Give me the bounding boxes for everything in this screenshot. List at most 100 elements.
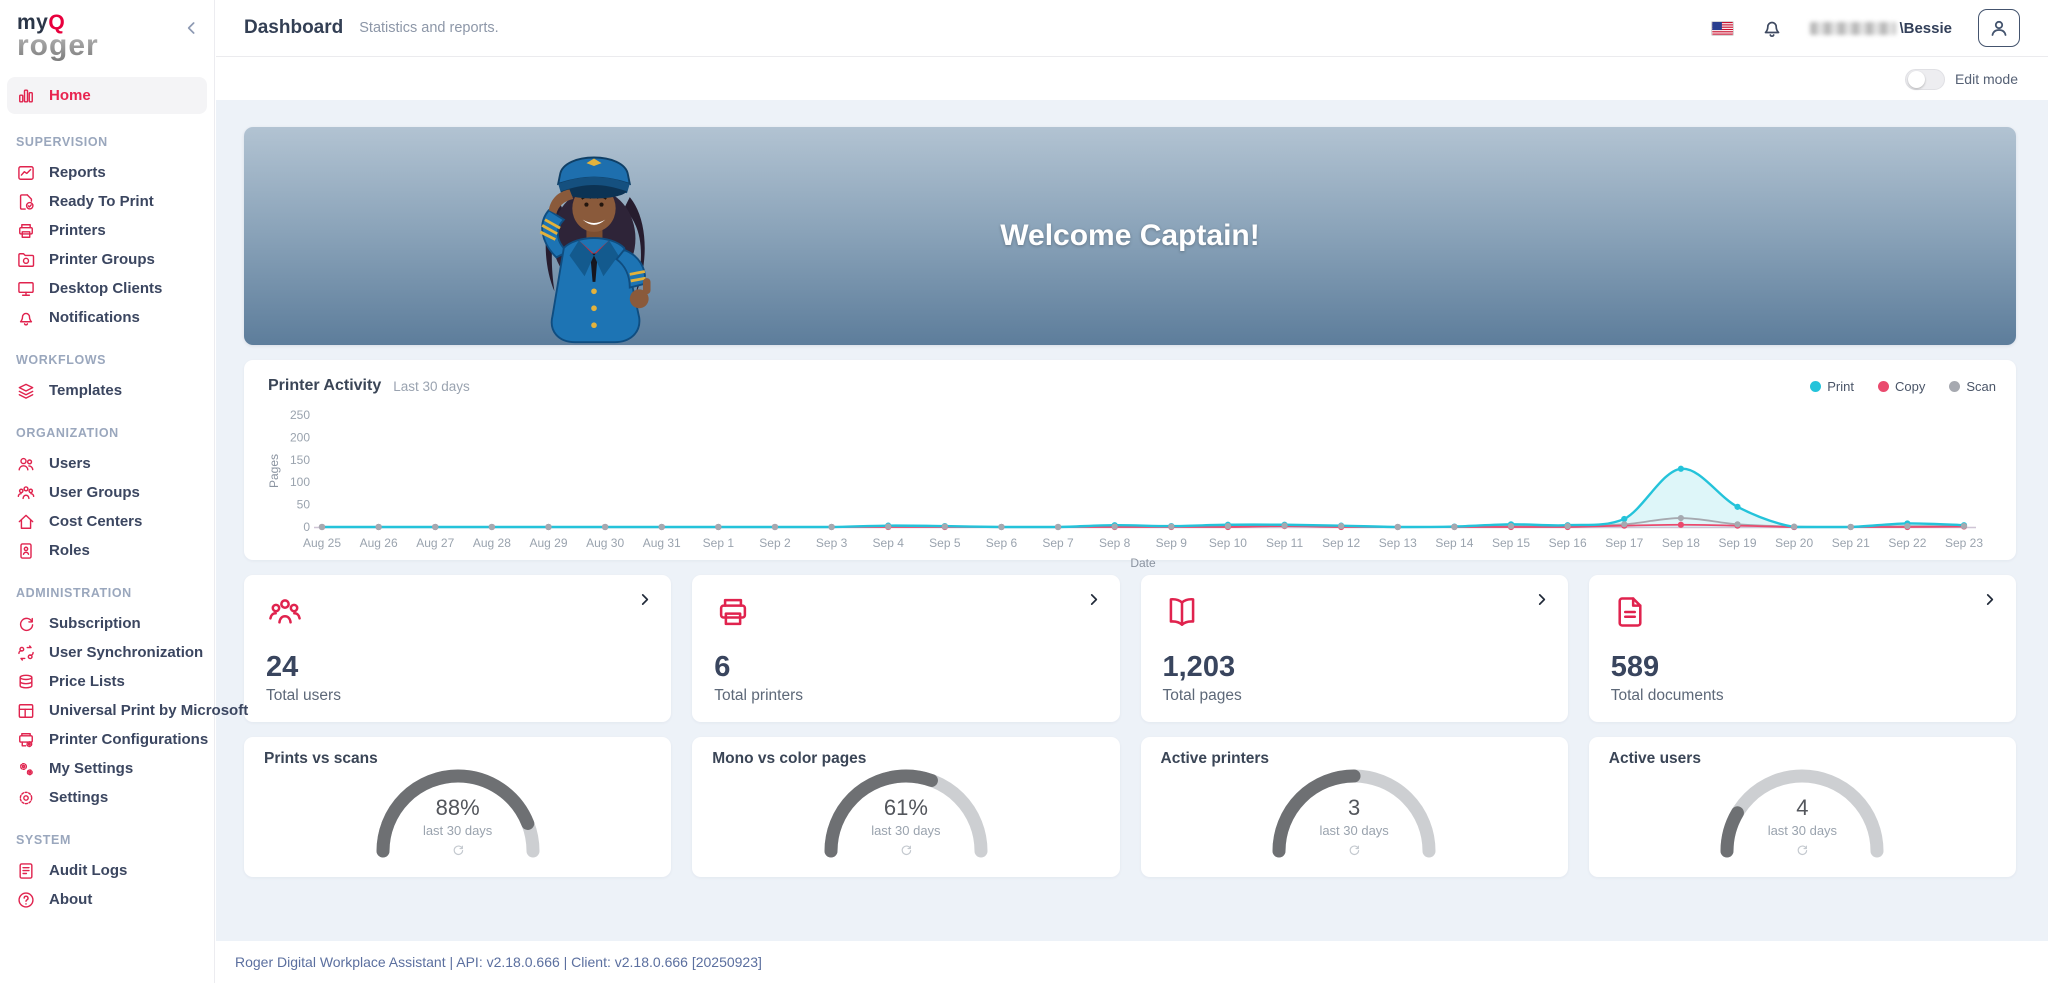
printer-icon	[19, 223, 33, 238]
y-axis-tick: 100	[290, 475, 310, 489]
legend-item-print[interactable]: Print	[1810, 379, 1854, 394]
scan-data-point[interactable]	[545, 523, 552, 531]
sidebar-item-home[interactable]: Home	[7, 77, 207, 114]
sidebar-item-price-lists[interactable]: Price Lists	[0, 667, 214, 696]
scan-data-point[interactable]	[885, 523, 892, 530]
notifications-bell-icon[interactable]	[1760, 16, 1784, 40]
sidebar-item-notifications[interactable]: Notifications	[0, 303, 214, 332]
chevron-right-icon[interactable]	[1533, 591, 1550, 608]
print-data-point[interactable]	[1621, 515, 1628, 523]
scan-data-point[interactable]	[658, 523, 665, 531]
person-icon	[1991, 20, 2007, 36]
scan-data-point[interactable]	[1960, 523, 1968, 530]
scan-data-point[interactable]	[1111, 523, 1118, 530]
total-printers-card[interactable]: 6 Total printers	[692, 575, 1120, 722]
scan-data-point[interactable]	[488, 523, 495, 531]
sidebar-item-settings[interactable]: Settings	[0, 783, 214, 812]
scan-data-point[interactable]	[1507, 523, 1515, 530]
sidebar-item-label: Notifications	[49, 309, 140, 326]
section-header-organization: ORGANIZATION	[16, 426, 119, 440]
sidebar-item-printer-configurations[interactable]: Printer Configurations	[0, 725, 214, 754]
sidebar-item-audit-logs[interactable]: Audit Logs	[0, 856, 214, 885]
scan-data-point[interactable]	[1394, 523, 1401, 531]
scan-data-point[interactable]	[1904, 523, 1911, 530]
scan-data-point[interactable]	[715, 523, 722, 531]
print-data-point[interactable]	[1677, 465, 1684, 472]
sidebar-item-users[interactable]: Users	[0, 449, 214, 478]
language-flag-us[interactable]	[1711, 20, 1735, 36]
chevron-right-icon[interactable]	[1085, 591, 1102, 608]
sidebar-item-printers[interactable]: Printers	[0, 216, 214, 245]
sidebar-item-user-groups[interactable]: User Groups	[0, 478, 214, 507]
refresh-icon[interactable]	[363, 843, 553, 857]
stat-label: Total users	[266, 687, 341, 704]
y-axis-tick: 150	[290, 453, 310, 467]
gauge-arc	[824, 769, 988, 858]
document-lines-icon	[19, 862, 33, 879]
scan-data-point[interactable]	[602, 523, 609, 531]
sidebar-item-universal-print[interactable]: Universal Print by Microsoft	[0, 696, 248, 725]
scan-data-point[interactable]	[1677, 514, 1684, 522]
active-users-card: Active users 4 last 30 days	[1588, 737, 2016, 877]
sidebar-item-desktop-clients[interactable]: Desktop Clients	[0, 274, 214, 303]
print-data-point[interactable]	[1734, 503, 1741, 510]
scan-data-point[interactable]	[1224, 523, 1232, 530]
sidebar-item-reports[interactable]: Reports	[0, 158, 214, 187]
scan-data-point[interactable]	[998, 523, 1005, 531]
sidebar-item-roles[interactable]: Roles	[0, 536, 214, 565]
grid-icon	[18, 703, 34, 718]
scan-data-point[interactable]	[318, 523, 326, 531]
monitor-icon	[18, 281, 34, 296]
edit-mode-toggle[interactable]	[1904, 68, 1945, 90]
gauge-caption: last 30 days	[1319, 823, 1389, 838]
refresh-icon[interactable]	[1259, 843, 1449, 857]
scan-data-point[interactable]	[432, 523, 439, 531]
scan-data-point[interactable]	[1564, 523, 1571, 530]
gauge: 4 last 30 days	[1707, 759, 1897, 871]
scan-data-point[interactable]	[1734, 521, 1741, 528]
sidebar-item-my-settings[interactable]: My Settings	[0, 754, 214, 783]
scan-data-point[interactable]	[1451, 523, 1458, 531]
chevron-right-icon[interactable]	[636, 591, 653, 608]
x-axis-tick: Sep 1	[703, 536, 735, 550]
sidebar-item-printer-groups[interactable]: Printer Groups	[0, 245, 214, 274]
scan-data-point[interactable]	[1338, 523, 1345, 530]
chevron-right-icon[interactable]	[1981, 591, 1998, 608]
sidebar-item-cost-centers[interactable]: Cost Centers	[0, 507, 214, 536]
scan-data-point[interactable]	[1847, 523, 1854, 531]
gauge-value: 88%	[435, 795, 480, 820]
sidebar-collapse-icon[interactable]	[182, 18, 202, 38]
sidebar-item-subscription[interactable]: Subscription	[0, 609, 214, 638]
legend-item-scan[interactable]: Scan	[1949, 379, 1996, 394]
scan-data-point[interactable]	[375, 523, 382, 531]
copy-data-point[interactable]	[1677, 521, 1684, 528]
refresh-icon[interactable]	[811, 843, 1001, 857]
stat-label: Total documents	[1610, 687, 1724, 704]
sidebar-item-templates[interactable]: Templates	[0, 376, 214, 405]
scan-data-point[interactable]	[1281, 522, 1288, 529]
scan-legend-dot	[1949, 380, 1961, 392]
scan-data-point[interactable]	[1054, 523, 1062, 531]
section-header-administration: ADMINISTRATION	[16, 586, 132, 600]
gauge: 61% last 30 days	[811, 759, 1001, 871]
scan-data-point[interactable]	[941, 523, 948, 530]
gears-icon	[19, 762, 33, 775]
total-pages-card[interactable]: 1,203 Total pages	[1140, 575, 1568, 722]
sidebar-item-ready-to-print[interactable]: Ready To Print	[0, 187, 214, 216]
sidebar-item-user-synchronization[interactable]: User Synchronization	[0, 638, 214, 667]
user-account-button[interactable]	[1978, 9, 2020, 47]
book-icon	[1163, 593, 1546, 631]
x-axis-tick: Aug 28	[473, 536, 511, 550]
total-documents-card[interactable]: 589 Total documents	[1588, 575, 2016, 722]
total-users-card[interactable]: 24 Total users	[244, 575, 672, 722]
x-axis-tick: Aug 26	[360, 536, 398, 550]
stat-value: 24	[266, 651, 299, 683]
refresh-icon[interactable]	[1707, 843, 1897, 857]
legend-item-copy[interactable]: Copy	[1878, 379, 1925, 394]
scan-data-point[interactable]	[771, 523, 779, 531]
scan-data-point[interactable]	[1791, 523, 1798, 530]
scan-data-point[interactable]	[1621, 521, 1628, 528]
sidebar-item-about[interactable]: About	[0, 885, 214, 914]
scan-data-point[interactable]	[828, 523, 835, 531]
scan-data-point[interactable]	[1168, 523, 1175, 530]
